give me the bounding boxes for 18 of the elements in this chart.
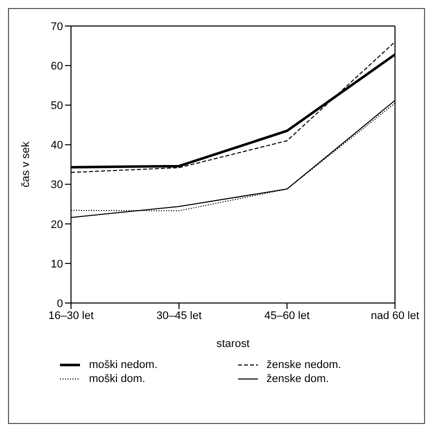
legend-label: moški nedom. <box>89 359 158 371</box>
x-tick-label: nad 60 let <box>370 310 420 322</box>
y-tick-label: 50 <box>50 100 63 112</box>
y-tick-label: 60 <box>50 60 63 72</box>
y-tick-label: 30 <box>50 179 63 192</box>
legend-label: ženske dom. <box>266 373 329 385</box>
x-tick-label: 30–45 let <box>156 310 202 322</box>
y-tick-label: 10 <box>50 258 63 270</box>
x-tick-label: 45–60 let <box>264 310 310 322</box>
y-tick-label: 70 <box>50 20 63 33</box>
y-tick-label: 20 <box>50 218 63 231</box>
legend-label: ženske nedom. <box>266 359 342 371</box>
y-axis-title: čas v sek <box>20 141 32 188</box>
y-tick-label: 40 <box>50 140 63 152</box>
legend-label: moški dom. <box>89 373 146 385</box>
y-tick-label: 0 <box>56 298 63 310</box>
x-tick-label: 16–30 let <box>48 310 94 322</box>
x-axis-title: starost <box>216 338 250 350</box>
